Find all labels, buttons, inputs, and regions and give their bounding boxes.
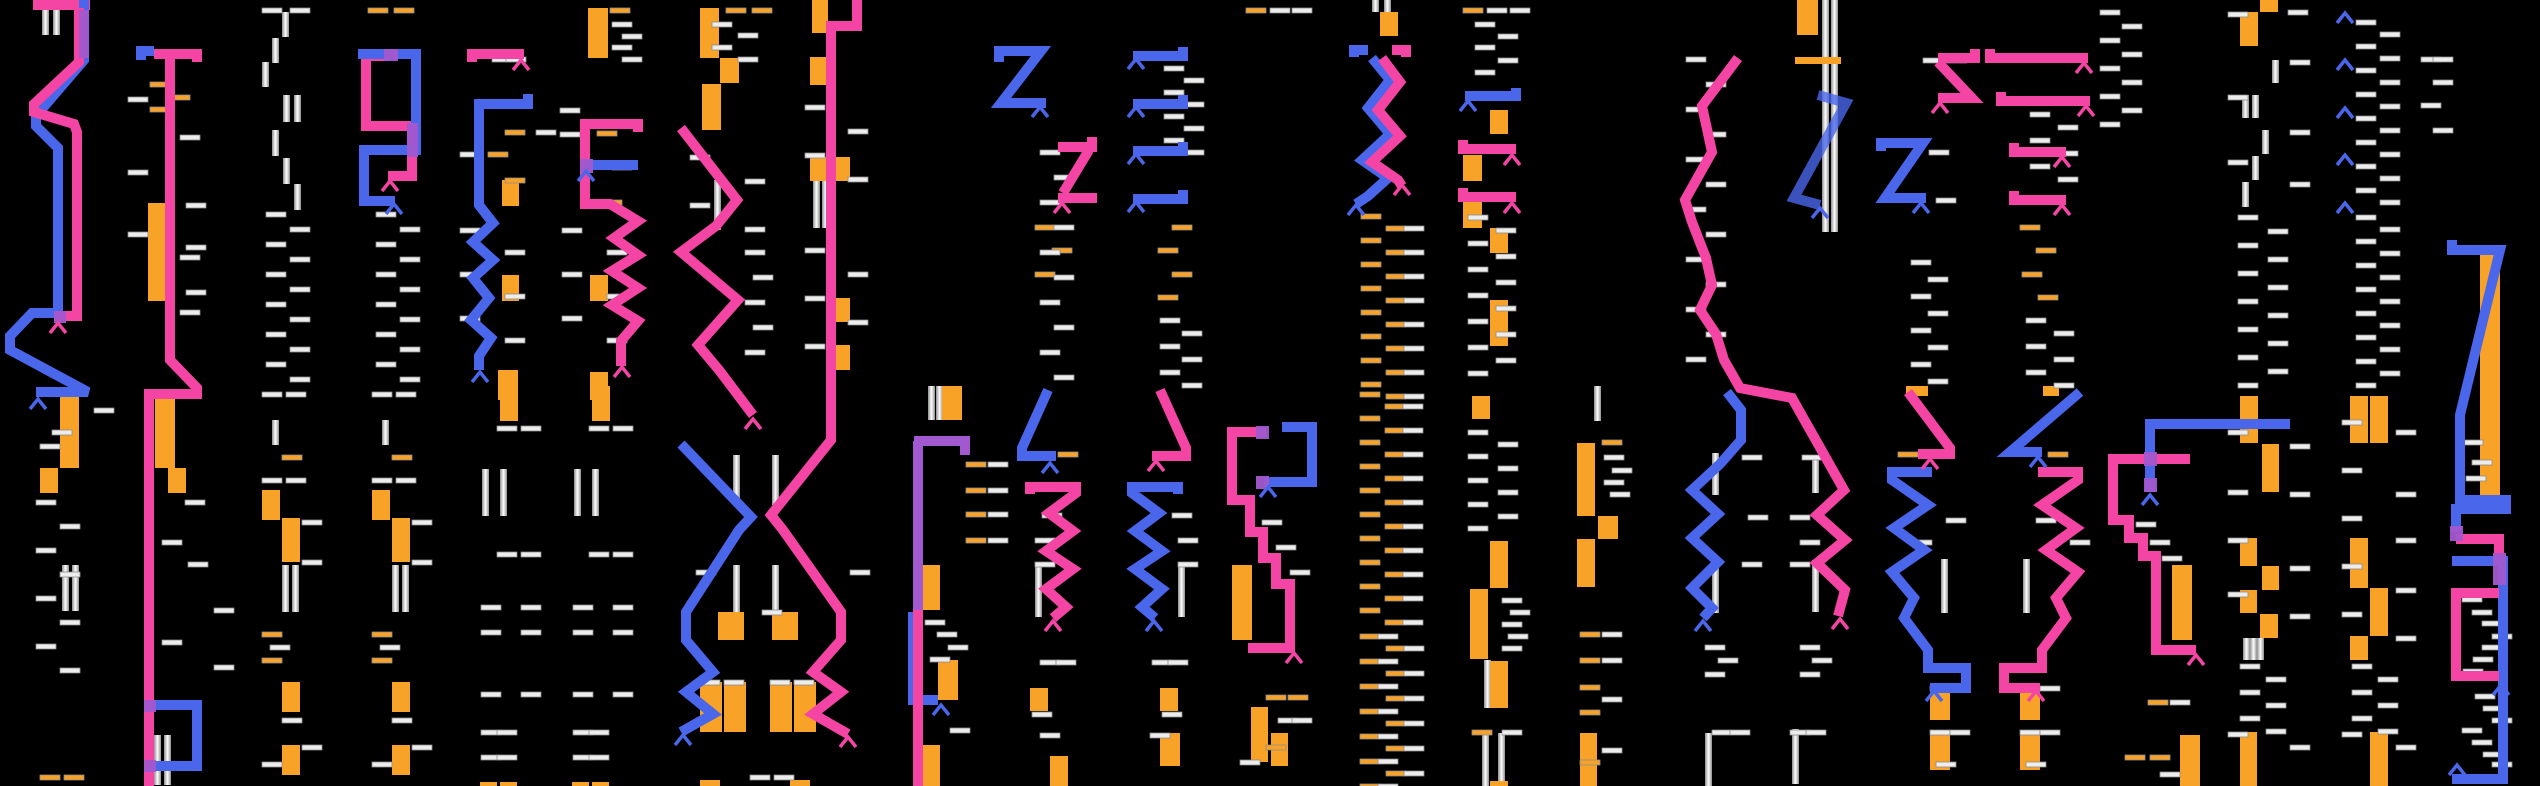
lines-layer [5, 0, 2511, 786]
chevron-markers-layer [28, 10, 2511, 777]
overlaps-layer [54, 10, 2506, 772]
blocks-layer [40, 0, 2504, 786]
